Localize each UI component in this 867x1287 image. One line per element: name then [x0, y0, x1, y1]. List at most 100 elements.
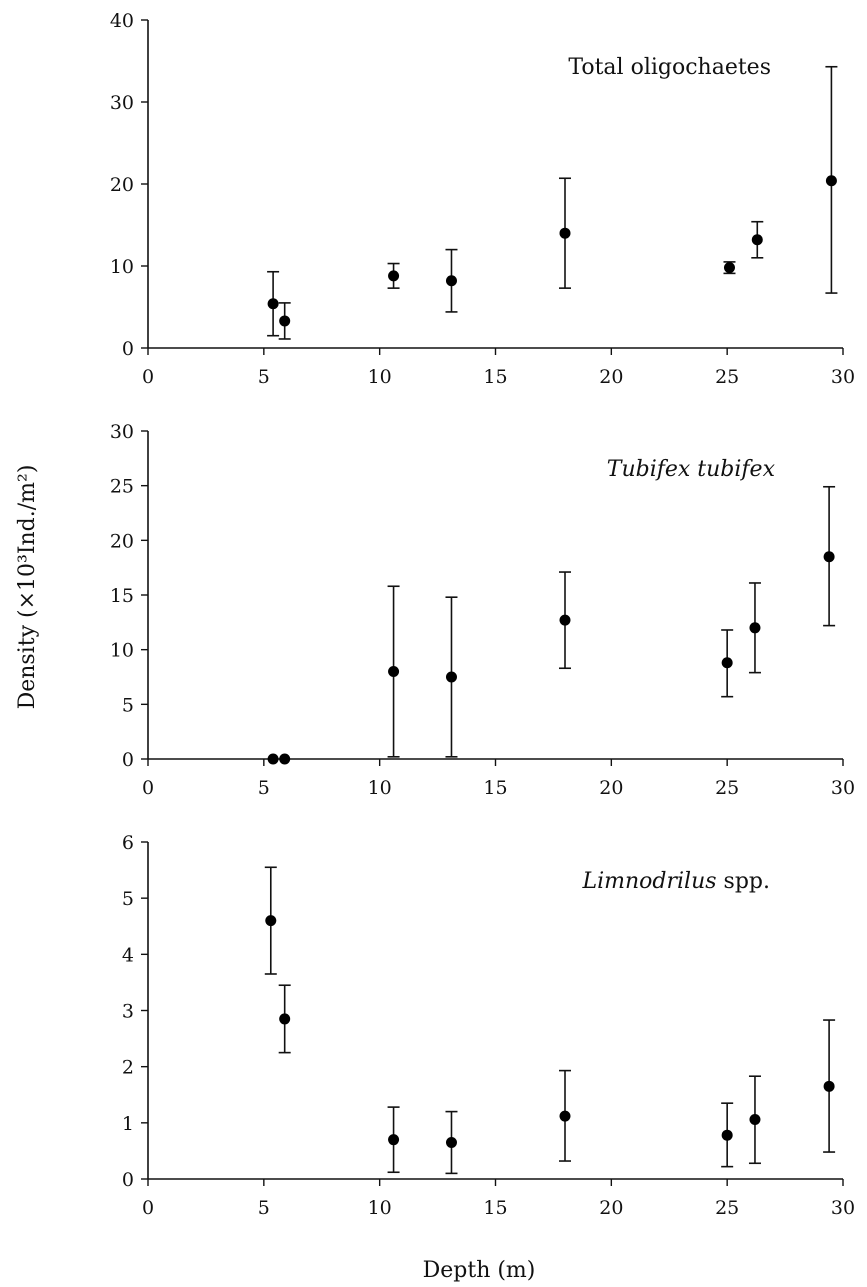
data-point-group	[748, 582, 761, 674]
y-tick-label: 40	[110, 10, 134, 32]
data-point	[559, 614, 571, 626]
data-point	[721, 1129, 733, 1141]
y-tick-label: 20	[110, 530, 134, 552]
data-point-group	[559, 571, 571, 670]
data-point	[265, 915, 277, 927]
data-point-group	[721, 1102, 734, 1168]
data-point-group	[279, 753, 291, 765]
data-point	[388, 1134, 400, 1146]
data-point-group	[445, 596, 458, 758]
data-point	[823, 551, 835, 563]
x-tick-label: 25	[715, 777, 739, 799]
data-point-group	[267, 270, 280, 337]
x-tick-label: 30	[831, 366, 855, 388]
data-point-group	[387, 1106, 400, 1174]
y-tick-label: 4	[122, 944, 134, 966]
data-point	[825, 175, 837, 187]
data-point	[723, 262, 735, 274]
data-point	[749, 1113, 761, 1125]
data-point-group	[751, 220, 764, 259]
y-tick-label: 2	[122, 1057, 134, 1079]
x-tick-label: 30	[831, 777, 855, 799]
data-point	[751, 234, 763, 246]
x-tick-label: 5	[258, 1197, 270, 1219]
x-tick-label: 20	[599, 777, 623, 799]
y-tick-label: 3	[122, 1001, 134, 1023]
x-tick-label: 20	[599, 366, 623, 388]
data-point-group	[723, 261, 736, 275]
x-tick-label: 30	[831, 1197, 855, 1219]
data-point	[388, 666, 400, 678]
y-tick-label: 30	[110, 421, 134, 443]
data-point	[721, 657, 733, 669]
panel-title-part: spp.	[717, 869, 770, 894]
y-tick-label: 0	[122, 1169, 134, 1191]
x-tick-label: 15	[483, 777, 507, 799]
data-point-group	[445, 1110, 458, 1175]
x-tick-label: 10	[368, 1197, 392, 1219]
data-point	[279, 1013, 291, 1025]
data-point	[445, 1136, 457, 1148]
data-point	[823, 1080, 835, 1092]
x-tick-label: 0	[142, 777, 154, 799]
x-tick-label: 25	[715, 1197, 739, 1219]
panel-tubifex-tubifex: 0 5 10 15 20 25 30 0 5 10 15 20 25 30 Tubifex tubifex	[110, 421, 855, 799]
panel-total-oligochaetes: 0 10 20 30 40 0 5 10 15 20 25 30 Total oligochaetes	[110, 10, 855, 388]
y-tick-label: 0	[122, 338, 134, 360]
data-point-group	[445, 248, 458, 313]
data-point-group	[387, 585, 400, 758]
data-point-group	[559, 177, 571, 289]
y-tick-label: 6	[122, 832, 134, 854]
data-point	[279, 315, 291, 327]
x-tick-label: 5	[258, 777, 270, 799]
data-point	[279, 753, 291, 765]
data-point-group	[748, 1075, 761, 1165]
panel-limnodrilus: 0 1 2 3 4 5 6 0 5 10 15 20 25 30 Limnodrilus spp.	[122, 832, 855, 1219]
data-point	[445, 275, 457, 287]
x-axis-title: Depth (m)	[423, 1258, 536, 1283]
data-point	[388, 270, 400, 282]
x-tick-label: 5	[258, 366, 270, 388]
y-axis-title: Density (×10³Ind./m²)	[15, 465, 40, 710]
data-point-group	[823, 485, 836, 627]
data-point-group	[278, 984, 291, 1054]
panel-title-part: Tubifex tubifex	[607, 457, 776, 482]
data-point	[559, 1110, 571, 1122]
y-tick-label: 1	[122, 1113, 134, 1135]
y-tick-label: 10	[110, 640, 134, 662]
data-point-group	[267, 753, 279, 765]
data-point-group	[264, 866, 277, 975]
x-tick-label: 0	[142, 1197, 154, 1219]
y-tick-label: 30	[110, 92, 134, 114]
x-tick-label: 10	[368, 366, 392, 388]
data-point	[267, 753, 279, 765]
y-tick-label: 25	[110, 476, 134, 498]
panel-title: Tubifex tubifex	[607, 457, 776, 482]
y-tick-label: 0	[122, 749, 134, 771]
data-point	[749, 622, 761, 634]
data-point-group	[721, 629, 734, 698]
data-point-group	[559, 1069, 571, 1162]
y-tick-label: 5	[122, 694, 134, 716]
panel-title-part: Limnodrilus	[581, 869, 716, 894]
x-tick-label: 15	[483, 1197, 507, 1219]
panel-title: Total oligochaetes	[568, 55, 771, 80]
x-tick-label: 15	[483, 366, 507, 388]
x-tick-label: 25	[715, 366, 739, 388]
y-tick-label: 5	[122, 888, 134, 910]
data-point	[267, 298, 279, 310]
panel-title: Limnodrilus spp.	[581, 869, 770, 894]
x-tick-label: 10	[368, 777, 392, 799]
data-point-group	[823, 1019, 836, 1153]
data-point-group	[825, 65, 838, 294]
y-tick-label: 20	[110, 174, 134, 196]
data-point	[445, 671, 457, 683]
panel-title-part: Total oligochaetes	[568, 55, 771, 80]
data-point	[559, 227, 571, 239]
x-tick-label: 0	[142, 366, 154, 388]
x-tick-label: 20	[599, 1197, 623, 1219]
y-tick-label: 10	[110, 256, 134, 278]
data-point-group	[387, 262, 400, 289]
